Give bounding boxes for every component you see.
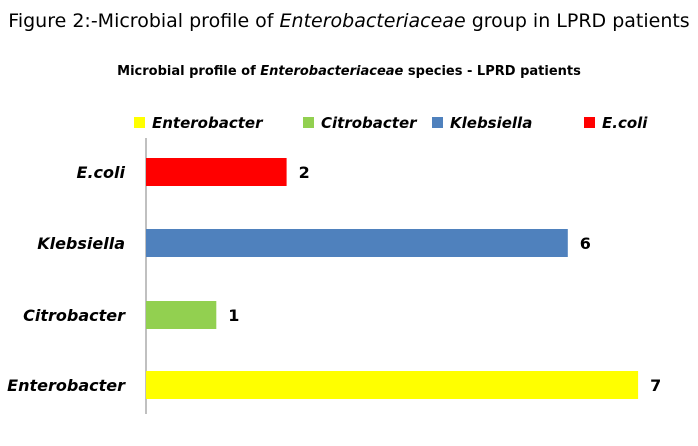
bar-ecoli <box>146 158 287 186</box>
figure-caption-prefix: Figure 2:-Microbial profile of <box>8 10 280 32</box>
bar-citrobacter <box>146 301 217 329</box>
legend-swatch-citrobacter <box>303 117 314 128</box>
chart-title-prefix: Microbial profile of <box>117 64 261 79</box>
legend-label-ecoli: E.coli <box>602 114 648 132</box>
bar-enterobacter <box>146 371 639 399</box>
category-label-klebsiella: Klebsiella <box>37 234 125 253</box>
category-label-enterobacter: Enterobacter <box>7 376 126 395</box>
legend-swatch-enterobacter <box>134 117 145 128</box>
legend-swatch-ecoli <box>584 117 595 128</box>
bar-klebsiella <box>146 229 568 257</box>
legend-label-enterobacter: Enterobacter <box>152 114 264 132</box>
chart-title-suffix: species - LPRD patients <box>403 64 581 79</box>
figure-caption-italic: Enterobacteriaceae <box>279 10 466 32</box>
legend-label-klebsiella: Klebsiella <box>450 114 532 132</box>
legend-label-citrobacter: Citrobacter <box>321 114 418 132</box>
data-label-enterobacter: 7 <box>650 376 661 395</box>
data-label-ecoli: 2 <box>299 163 310 182</box>
legend-swatch-klebsiella <box>432 117 443 128</box>
category-label-citrobacter: Citrobacter <box>23 306 126 325</box>
figure-caption-suffix: group in LPRD patients <box>465 10 690 32</box>
data-label-klebsiella: 6 <box>580 234 591 253</box>
chart-title-italic: Enterobacteriaceae <box>260 64 404 79</box>
chart-title: Microbial profile of Enterobacteriaceae … <box>0 64 698 79</box>
data-label-citrobacter: 1 <box>228 306 239 325</box>
figure-caption: Figure 2:-Microbial profile of Enterobac… <box>0 10 698 32</box>
category-label-ecoli: E.coli <box>77 163 126 182</box>
